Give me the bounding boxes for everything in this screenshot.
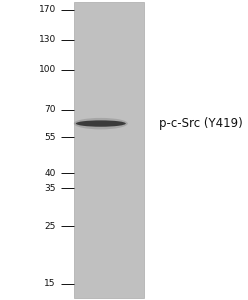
Text: 40: 40 [44, 169, 56, 178]
Text: 70: 70 [44, 105, 56, 114]
Bar [74, 2, 144, 298]
Text: 100: 100 [38, 65, 56, 74]
Text: 130: 130 [38, 35, 56, 44]
Text: 25: 25 [44, 222, 56, 231]
Text: p-c-Src (Y419): p-c-Src (Y419) [159, 117, 243, 130]
Ellipse shape [76, 120, 126, 127]
Text: 35: 35 [44, 184, 56, 193]
Text: 170: 170 [38, 5, 56, 14]
Ellipse shape [74, 118, 128, 129]
Text: 15: 15 [44, 279, 56, 288]
Text: 55: 55 [44, 133, 56, 142]
